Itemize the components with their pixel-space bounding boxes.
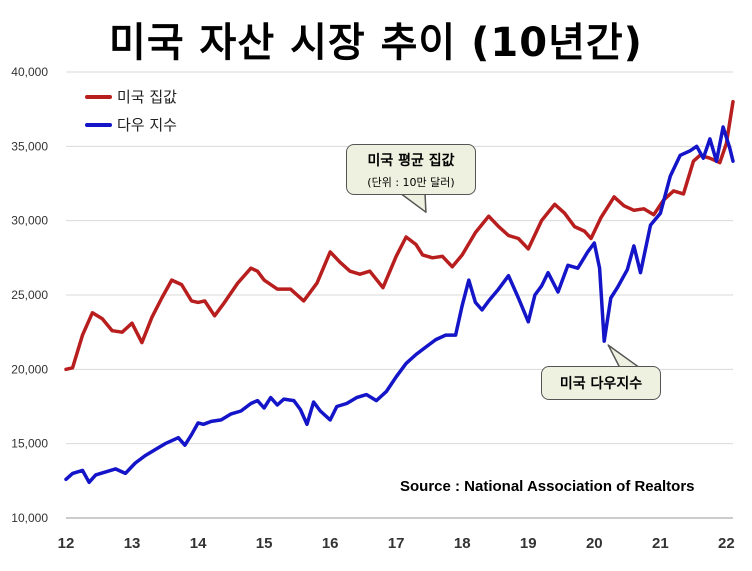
- callout-dow-index: 미국 다우지수: [541, 366, 661, 400]
- y-tick-label: 30,000: [11, 214, 48, 228]
- series-house-price: [64, 99, 735, 372]
- y-axis-ticks: 10,000 15,000 20,000 25,000 30,000 35,000 40,0…: [11, 65, 48, 525]
- callout-house-pointer: [399, 192, 427, 213]
- x-tick-label: 16: [322, 535, 339, 552]
- legend-dow-label: 다우 지수: [117, 116, 177, 134]
- y-tick-label: 10,000: [11, 511, 48, 525]
- x-tick-label: 21: [652, 535, 669, 552]
- callout-dow-pointer: [607, 344, 641, 369]
- dow-index-line: [64, 125, 735, 485]
- legend: 미국 집값 다우 지수: [85, 88, 177, 134]
- page-title: 미국 자산 시장 추이 (10년간): [109, 20, 643, 66]
- grid-lines: [66, 71, 733, 519]
- x-tick-label: 22: [718, 535, 735, 552]
- source-note: Source : National Association of Realtor…: [400, 478, 695, 495]
- y-tick-label: 40,000: [11, 65, 48, 79]
- callout-house-title: 미국 평균 집값: [367, 153, 455, 169]
- y-tick-label: 25,000: [11, 288, 48, 302]
- x-tick-label: 20: [586, 535, 603, 552]
- y-tick-label: 15,000: [11, 437, 48, 451]
- x-tick-label: 15: [256, 535, 273, 552]
- callout-house-price: 미국 평균 집값 (단위 : 10만 달러): [346, 144, 476, 195]
- x-tick-label: 14: [190, 535, 207, 552]
- x-tick-label: 19: [520, 535, 537, 552]
- x-axis-ticks: 12 13 14 15 16 17 18 19 20 21 22: [58, 535, 735, 552]
- y-tick-label: 20,000: [11, 362, 48, 376]
- legend-house-label: 미국 집값: [117, 88, 177, 106]
- x-tick-label: 13: [124, 535, 141, 552]
- callout-house-unit: (단위 : 10만 달러): [367, 176, 455, 189]
- house-price-line: [64, 99, 735, 372]
- series-dow-index: [64, 125, 735, 485]
- x-tick-label: 17: [388, 535, 405, 552]
- x-tick-label: 12: [58, 535, 75, 552]
- x-tick-label: 18: [454, 535, 471, 552]
- y-tick-label: 35,000: [11, 139, 48, 153]
